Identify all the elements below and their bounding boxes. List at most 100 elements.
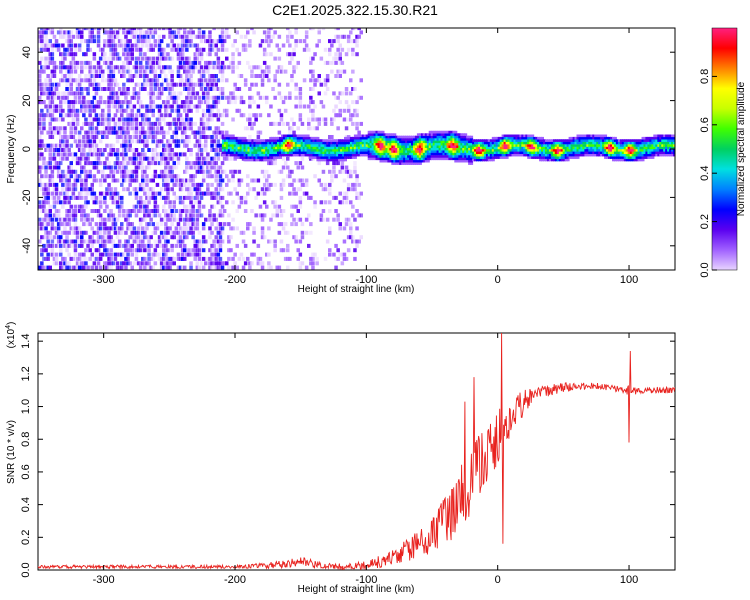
spectrogram-noise-cell	[323, 187, 328, 192]
spectrogram-noise-cell	[48, 52, 52, 57]
spectrogram-noise-cell	[216, 191, 221, 196]
spectrogram-noise-cell	[84, 261, 88, 266]
spectrogram-noise-cell	[111, 104, 116, 109]
spectrogram-noise-cell	[296, 60, 300, 65]
spectrogram-noise-cell	[206, 165, 210, 170]
spectrogram-noise-cell	[157, 130, 162, 135]
spectrogram-signal-cell	[243, 149, 247, 152]
spectrogram-signal-cell	[273, 156, 277, 159]
spectrogram-signal-cell	[468, 135, 472, 139]
spectrogram-noise-cell	[218, 261, 223, 266]
spectrogram-signal-cell	[452, 133, 456, 136]
spectrogram-signal-cell	[452, 138, 456, 141]
spectrogram-noise-cell	[159, 139, 164, 144]
spectrogram-noise-cell	[63, 95, 67, 100]
spectrogram-noise-cell	[153, 148, 158, 152]
spectrogram-noise-cell	[80, 152, 84, 157]
spectrogram-noise-cell	[115, 152, 120, 157]
spectrogram-noise-cell	[134, 43, 139, 48]
spectrogram-noise-cell	[136, 82, 141, 87]
spectrogram-signal-cell	[454, 145, 458, 148]
spectrogram-noise-cell	[40, 108, 44, 113]
spectrogram-signal-cell	[338, 146, 342, 150]
spectrogram-noise-cell	[73, 78, 78, 83]
spectrogram-noise-cell	[176, 265, 181, 270]
spectrogram-noise-cell	[233, 169, 237, 174]
spectrogram-noise-cell	[80, 34, 84, 39]
spectrogram-signal-cell	[424, 152, 428, 156]
spectrogram-noise-cell	[330, 43, 334, 48]
spectrogram-noise-cell	[56, 161, 61, 166]
spectrogram-signal-cell	[495, 149, 499, 152]
spectrogram-signal-cell	[271, 146, 275, 150]
spectrogram-noise-cell	[162, 104, 166, 109]
spectrogram-noise-cell	[80, 69, 84, 74]
spectrogram-signal-cell	[491, 144, 495, 147]
spectrogram-noise-cell	[145, 60, 149, 65]
spectrogram-noise-cell	[183, 265, 187, 270]
spectrogram-signal-cell	[487, 144, 491, 147]
spectrogram-noise-cell	[109, 187, 113, 192]
spectrogram-noise-cell	[149, 108, 153, 113]
spectrogram-noise-cell	[138, 130, 143, 135]
spectrogram-noise-cell	[109, 47, 113, 52]
spectrogram-noise-cell	[46, 200, 50, 205]
spectrogram-signal-cell	[371, 152, 375, 156]
spectrogram-noise-cell	[260, 169, 265, 174]
spectrogram-signal-cell	[379, 155, 383, 158]
spectrogram-signal-cell	[480, 151, 483, 154]
spectrogram-noise-cell	[122, 82, 126, 87]
spectrogram-signal-cell	[413, 162, 416, 165]
spectrogram-signal-cell	[298, 134, 302, 138]
spectrogram-signal-cell	[442, 147, 446, 151]
spectrogram-signal-cell	[505, 151, 509, 154]
spectrogram-signal-cell	[476, 139, 479, 142]
spectrogram-signal-cell	[507, 139, 511, 142]
spectrogram-noise-cell	[38, 152, 42, 157]
spectrogram-signal-cell	[255, 158, 259, 162]
spectrogram-noise-cell	[134, 178, 139, 183]
spectrogram-signal-cell	[407, 147, 411, 151]
spectrogram-noise-cell	[199, 135, 204, 139]
spectrogram-noise-cell	[178, 78, 183, 83]
spectrogram-signal-cell	[399, 150, 403, 153]
spectrogram-noise-cell	[334, 209, 338, 213]
spectrogram-noise-cell	[279, 222, 284, 227]
spectrogram-signal-cell	[318, 149, 322, 152]
spectrogram-signal-cell	[375, 138, 379, 141]
spectrogram-noise-cell	[143, 143, 147, 148]
spectrogram-noise-cell	[265, 100, 269, 105]
spectrogram-noise-cell	[122, 60, 126, 65]
spectrogram-signal-cell	[454, 130, 458, 134]
spectrogram-noise-cell	[48, 217, 52, 222]
spectrogram-noise-cell	[315, 256, 319, 261]
spectrogram-noise-cell	[208, 174, 212, 179]
spectrogram-noise-cell	[105, 43, 109, 48]
spectrogram-noise-cell	[157, 213, 162, 218]
spectrogram-noise-cell	[124, 47, 128, 52]
spectrogram-noise-cell	[351, 100, 355, 105]
spectrogram-noise-cell	[67, 74, 71, 78]
spectrogram-noise-cell	[151, 265, 155, 270]
spectrogram-noise-cell	[105, 226, 109, 231]
spectrogram-signal-cell	[414, 150, 418, 153]
spectrogram-noise-cell	[208, 60, 212, 65]
spectrogram-noise-cell	[277, 34, 282, 39]
spectrogram-signal-cell	[314, 151, 318, 154]
spectrogram-noise-cell	[286, 174, 290, 179]
spectrogram-noise-cell	[174, 230, 179, 235]
spectrogram-signal-cell	[284, 139, 288, 142]
spectrogram-signal-cell	[277, 139, 280, 142]
spectrogram-signal-cell	[371, 130, 375, 134]
spectrogram-noise-cell	[220, 204, 225, 209]
spectrogram-noise-cell	[128, 104, 132, 109]
spectrogram-signal-cell	[223, 141, 227, 145]
spectrogram-noise-cell	[231, 174, 235, 179]
spectrogram-signal-cell	[353, 136, 357, 140]
spectrogram-noise-cell	[183, 65, 187, 70]
spectrogram-noise-cell	[54, 213, 59, 218]
spectrogram-noise-cell	[277, 130, 282, 135]
spectrogram-noise-cell	[107, 217, 111, 222]
spectrogram-signal-cell	[424, 138, 428, 141]
spectrogram-signal-cell	[405, 145, 409, 148]
